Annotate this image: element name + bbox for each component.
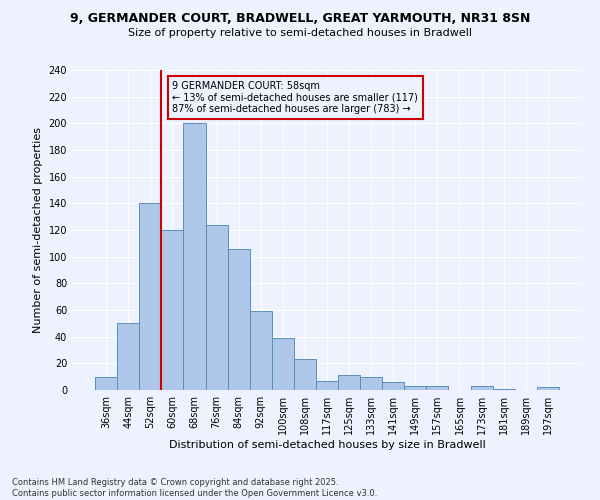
Bar xyxy=(184,124,206,390)
Bar xyxy=(95,376,117,390)
Bar xyxy=(161,230,184,390)
Bar xyxy=(360,376,382,390)
X-axis label: Distribution of semi-detached houses by size in Bradwell: Distribution of semi-detached houses by … xyxy=(169,440,485,450)
Bar xyxy=(470,386,493,390)
Bar xyxy=(382,382,404,390)
Bar xyxy=(117,324,139,390)
Y-axis label: Number of semi-detached properties: Number of semi-detached properties xyxy=(33,127,43,333)
Bar xyxy=(493,388,515,390)
Text: 9, GERMANDER COURT, BRADWELL, GREAT YARMOUTH, NR31 8SN: 9, GERMANDER COURT, BRADWELL, GREAT YARM… xyxy=(70,12,530,26)
Bar xyxy=(250,312,272,390)
Bar xyxy=(294,360,316,390)
Bar xyxy=(427,386,448,390)
Bar xyxy=(338,376,360,390)
Bar xyxy=(139,204,161,390)
Bar xyxy=(404,386,427,390)
Text: 9 GERMANDER COURT: 58sqm
← 13% of semi-detached houses are smaller (117)
87% of : 9 GERMANDER COURT: 58sqm ← 13% of semi-d… xyxy=(172,80,418,114)
Bar xyxy=(537,388,559,390)
Bar xyxy=(206,224,227,390)
Text: Size of property relative to semi-detached houses in Bradwell: Size of property relative to semi-detach… xyxy=(128,28,472,38)
Bar xyxy=(272,338,294,390)
Bar xyxy=(227,248,250,390)
Text: Contains HM Land Registry data © Crown copyright and database right 2025.
Contai: Contains HM Land Registry data © Crown c… xyxy=(12,478,377,498)
Bar xyxy=(316,380,338,390)
